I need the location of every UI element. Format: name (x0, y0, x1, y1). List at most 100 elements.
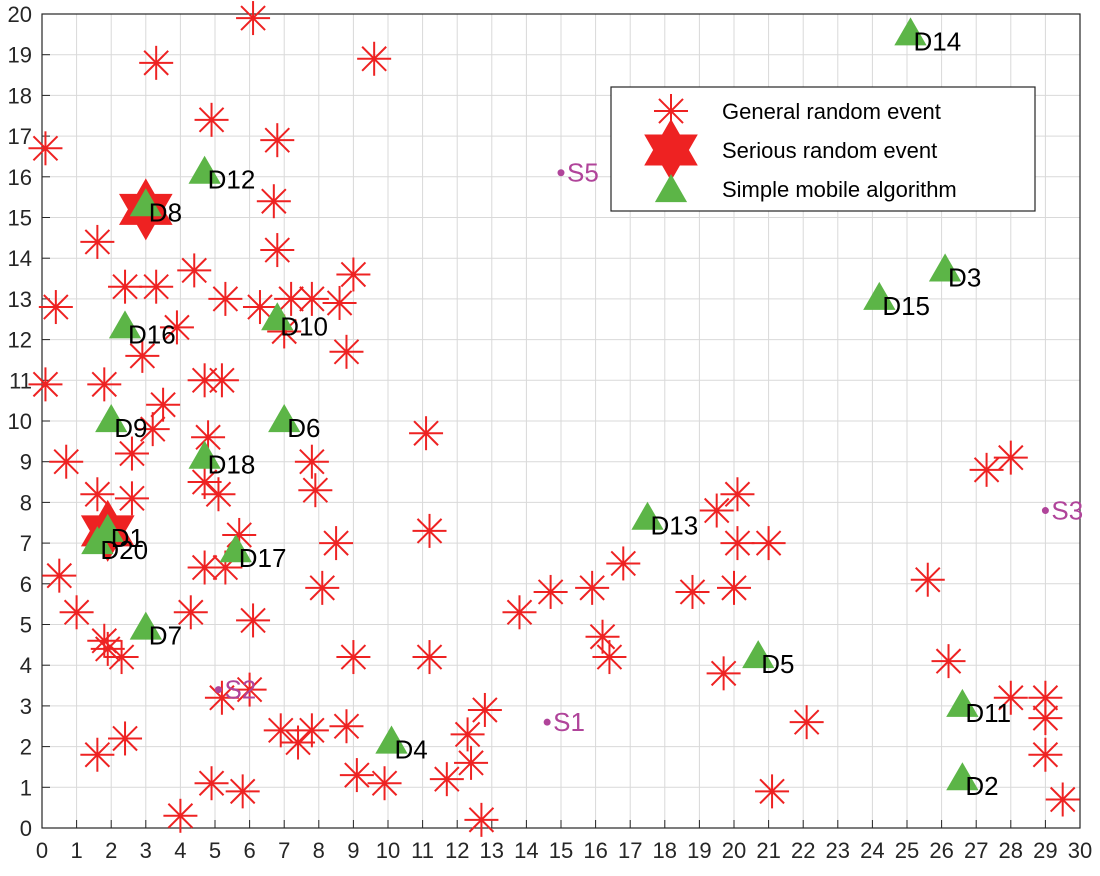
mobile-node-point (129, 611, 162, 640)
x-tick-label: 20 (722, 838, 746, 863)
y-tick-label: 14 (8, 246, 32, 271)
x-tick-label: 29 (1033, 838, 1057, 863)
sink-point (1041, 507, 1049, 515)
general-event-point (49, 444, 84, 479)
x-tick-label: 24 (860, 838, 884, 863)
general-event-point (357, 41, 392, 76)
general-event-point (194, 766, 229, 801)
general-event-point (204, 680, 239, 715)
general-event-point (108, 269, 143, 304)
y-tick-label: 0 (20, 816, 32, 841)
y-tick-label: 8 (20, 490, 32, 515)
general-event-point (454, 745, 489, 780)
x-tick-label: 15 (549, 838, 573, 863)
general-event-point (173, 595, 208, 630)
y-tick-label: 10 (8, 409, 32, 434)
x-tick-label: 7 (278, 838, 290, 863)
x-tick-label: 3 (140, 838, 152, 863)
x-tick-label: 30 (1068, 838, 1092, 863)
grid (41, 13, 1081, 829)
x-tick-label: 1 (70, 838, 82, 863)
x-tick-label: 0 (36, 838, 48, 863)
general-event-point (90, 631, 125, 666)
node-label: D20 (100, 535, 148, 565)
legend-marker-serious (644, 119, 698, 181)
general-event-point (322, 285, 357, 320)
mobile-node-point (894, 17, 927, 46)
x-tick-label: 5 (209, 838, 221, 863)
general-event-point (281, 725, 316, 760)
general-event-point (993, 440, 1028, 475)
general-event-point (1028, 701, 1063, 736)
node-label: D16 (128, 319, 176, 349)
general-event-point (450, 717, 485, 752)
node-label: D8 (149, 197, 182, 227)
mobile-node-point (268, 404, 301, 433)
y-tick-label: 12 (8, 328, 32, 353)
general-event-point (125, 338, 160, 373)
legend-entry-label: Serious random event (722, 138, 937, 163)
general-event-point (467, 692, 502, 727)
y-tick-label: 2 (20, 735, 32, 760)
general-event-point (256, 184, 291, 219)
general-event-point (139, 269, 174, 304)
general-event-point (114, 436, 149, 471)
general-event-point (108, 721, 143, 756)
x-tick-label: 22 (791, 838, 815, 863)
general-event-point (225, 774, 260, 809)
general-event-point (305, 570, 340, 605)
general-event-point (236, 603, 271, 638)
node-label: D18 (208, 450, 256, 480)
general-event-point (80, 224, 115, 259)
x-tick-label: 19 (687, 838, 711, 863)
general-event-point (114, 481, 149, 516)
general-event-point (42, 558, 77, 593)
y-tick-label: 3 (20, 694, 32, 719)
y-tick-label: 17 (8, 124, 32, 149)
y-tick-label: 7 (20, 531, 32, 556)
general-event-point (1028, 680, 1063, 715)
y-tick-label: 20 (8, 2, 32, 27)
y-tick-label: 9 (20, 450, 32, 475)
y-tick-label: 5 (20, 613, 32, 638)
general-event-point (429, 762, 464, 797)
node-label: D7 (149, 621, 182, 651)
general-event-point (464, 802, 499, 837)
general-event-point (720, 526, 755, 561)
general-event-point (38, 290, 73, 325)
y-tick-label: 6 (20, 572, 32, 597)
node-label: D11 (965, 698, 1011, 728)
mobile-node-point (946, 762, 979, 791)
general-event-point (274, 281, 309, 316)
axes: 0 1 2 3 4 5 6 7 8 9 10 11 12 13 14 15 16 17 18 19 20 21 22 23 24… (8, 2, 1093, 863)
legend-marker-mobile (654, 174, 688, 203)
general-event-point (59, 595, 94, 630)
y-tick-label: 18 (8, 83, 32, 108)
node-label: D6 (287, 413, 320, 443)
sink-point (543, 718, 551, 726)
x-tick-label: 23 (826, 838, 850, 863)
mobile-node-point (108, 310, 142, 339)
legend: General random event Serious random event… (610, 86, 1036, 212)
general-event-point (720, 477, 755, 512)
general-event-point (87, 367, 122, 402)
general-event-point (260, 123, 295, 158)
general-event-point (260, 233, 295, 268)
general-event-point (104, 640, 139, 675)
mobile-node-point (188, 155, 221, 184)
y-tick-label: 11 (9, 368, 32, 393)
general-event-point (993, 680, 1028, 715)
general-event-point (263, 713, 298, 748)
mobile-node-point (261, 302, 294, 331)
x-tick-label: 17 (618, 838, 642, 863)
node-label: D13 (651, 511, 699, 541)
general-event-point (931, 644, 966, 679)
mobile-node-point (95, 404, 128, 433)
general-event-point (236, 1, 271, 36)
y-tick-label: 16 (8, 165, 32, 190)
node-label: D3 (948, 262, 981, 292)
general-event-point (146, 387, 181, 422)
legend-marker-general (654, 94, 688, 128)
general-event-point (294, 444, 329, 479)
